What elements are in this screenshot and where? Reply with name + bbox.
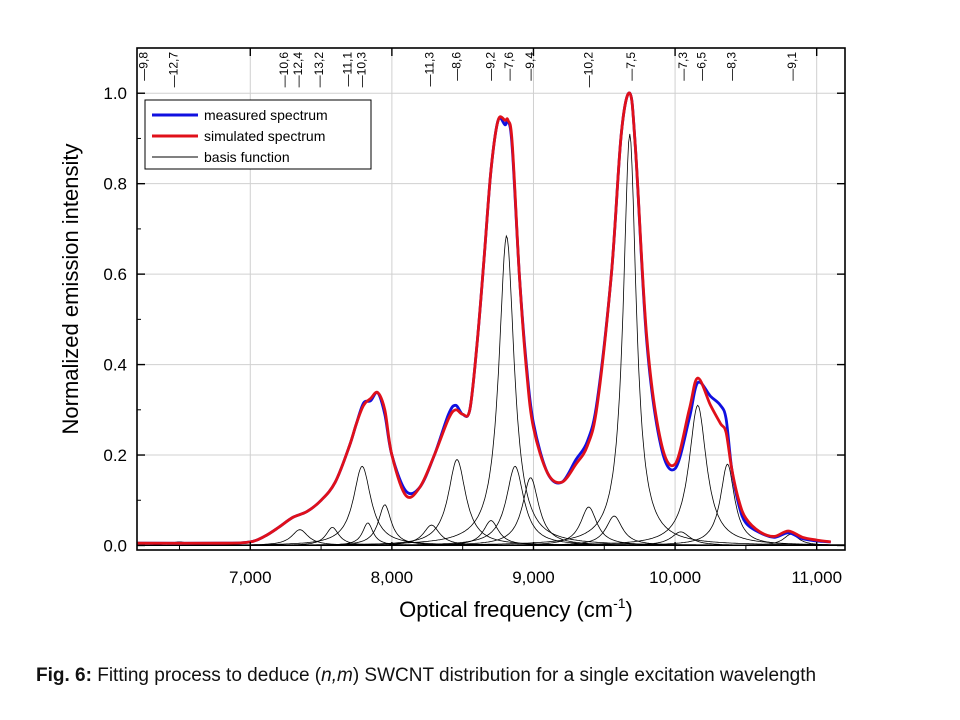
x-tick-label: 11,000 (791, 568, 842, 587)
caption-nm: n,m (321, 665, 353, 686)
top-axis-label: —12,7 (166, 52, 180, 88)
top-axis-label: —9,4 (523, 52, 537, 81)
simulated-spectrum-line (137, 91, 831, 545)
x-axis-label-main: Optical frequency (cm (399, 597, 613, 622)
top-axis-label: —11,3 (423, 52, 437, 87)
caption-text-pre: Fitting process to deduce ( (91, 665, 322, 686)
top-axis-label: —12,4 (291, 52, 305, 88)
figure-caption: Fig. 6: Fitting process to deduce (n,m) … (36, 665, 936, 687)
top-axis-label: —8,6 (450, 52, 464, 81)
y-tick-label: 0.0 (103, 536, 127, 555)
legend-label-measured: measured spectrum (204, 107, 328, 123)
top-axis-label: —9,8 (137, 52, 151, 81)
emission-spectrum-chart: 7,000 8,000 9,000 10,000 11,000 0.0 0.2 0.4 0.6 0… (58, 47, 846, 622)
top-axis-label: —7,6 (502, 52, 516, 81)
basis-function-curve (137, 504, 845, 546)
top-axis-label: —10,3 (355, 52, 369, 88)
x-tick-label: 9,000 (512, 568, 555, 587)
y-tick-label: 1.0 (103, 84, 127, 103)
top-axis-label: —11,1 (341, 52, 355, 87)
basis-function-curve (137, 477, 845, 546)
top-axis-label: —9,1 (785, 52, 799, 81)
basis-function-curve (137, 541, 845, 546)
legend-label-basis: basis function (204, 149, 290, 165)
top-axis-label: —13,2 (312, 52, 326, 88)
top-axis-label: —10,2 (581, 52, 595, 88)
x-axis-label-sup: -1 (613, 595, 626, 611)
y-axis-label: Normalized emission intensity (58, 144, 83, 435)
x-tick-label: 7,000 (229, 568, 272, 587)
top-axis-label: —9,2 (484, 52, 498, 81)
x-axis-label: Optical frequency (cm-1) (399, 595, 633, 622)
legend: measured spectrum simulated spectrum bas… (144, 99, 372, 170)
x-tick-label: 8,000 (371, 568, 414, 587)
spectrum-series (137, 91, 831, 545)
caption-text-post: ) SWCNT distribution for a single excita… (352, 665, 817, 686)
y-tick-label: 0.8 (103, 175, 127, 194)
basis-function-curve (137, 506, 845, 546)
top-axis-label: —7,5 (624, 52, 638, 81)
basis-function-curve (137, 404, 845, 546)
top-axis-label: —6,5 (695, 52, 709, 81)
plot-frame (136, 47, 846, 551)
top-axis-label: —7,3 (676, 52, 690, 81)
top-axis-label: —10,6 (277, 52, 291, 88)
top-axis-label: —8,3 (724, 52, 738, 81)
x-axis-label-suffix: ) (626, 597, 633, 622)
basis-functions (137, 133, 845, 546)
y-tick-label: 0.4 (103, 356, 127, 375)
basis-function-curve (137, 133, 845, 546)
top-axis-chirality-labels: —9,8 —12,7 —10,6 —12,4 —13,2 —11,1 —10,3 —11,3 —… (137, 52, 800, 88)
x-tick-label: 10,000 (649, 568, 701, 587)
caption-label: Fig. 6: (36, 665, 92, 686)
y-tick-label: 0.2 (103, 446, 127, 465)
legend-label-simulated: simulated spectrum (204, 128, 325, 144)
y-tick-label: 0.6 (103, 265, 127, 284)
axis-ticks: 7,000 8,000 9,000 10,000 11,000 0.0 0.2 0.4 0.6 0… (103, 48, 845, 587)
